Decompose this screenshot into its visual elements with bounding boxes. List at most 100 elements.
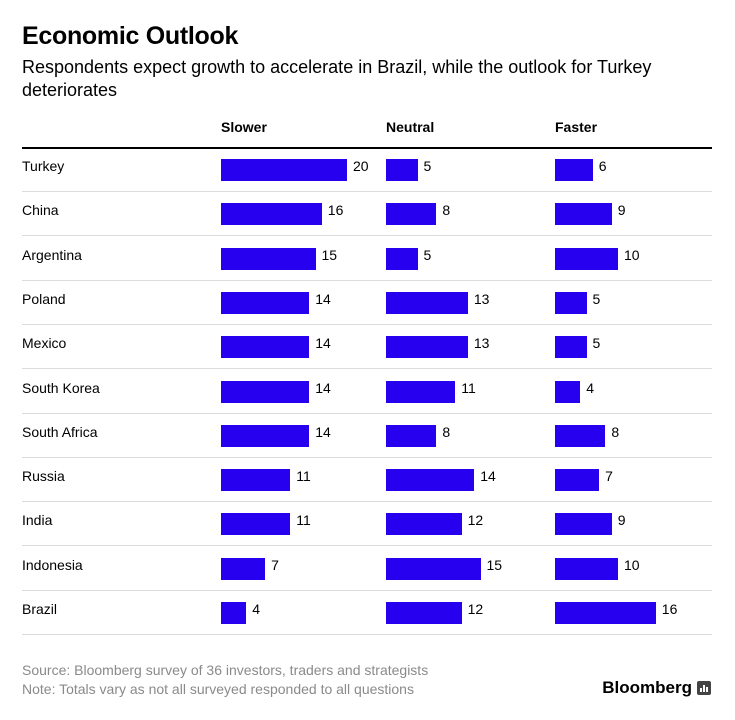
data-label: 8: [611, 423, 620, 440]
table-row: Poland 14 13 5: [22, 281, 712, 325]
data-label: 5: [423, 246, 432, 263]
bar-faster: [555, 602, 656, 624]
bar-faster: [555, 291, 587, 314]
bar-neutral: [386, 557, 481, 580]
category-label: Poland: [22, 290, 66, 307]
bar-faster: [555, 247, 618, 270]
table-row: China 16 8 9: [22, 192, 712, 237]
bar-faster: [555, 513, 612, 536]
table-row: Turkey 20 5 6: [22, 148, 712, 192]
data-label: 6: [598, 158, 607, 174]
data-label: 4: [586, 379, 594, 396]
data-label: 4: [252, 601, 260, 617]
bar-faster: [555, 557, 618, 580]
data-label: 5: [592, 335, 601, 352]
data-label: 5: [592, 290, 601, 307]
data-label: 10: [624, 246, 640, 263]
bar-neutral: [386, 291, 468, 314]
category-label: South Korea: [22, 379, 100, 396]
bar-slower: [221, 513, 291, 536]
bar-slower: [221, 469, 291, 492]
data-label: 12: [467, 512, 484, 529]
category-label: Brazil: [22, 601, 58, 617]
data-label: 9: [617, 202, 626, 219]
table-row: Argentina 15 5 10: [22, 237, 712, 281]
data-label: 13: [473, 290, 490, 307]
bar-neutral: [386, 380, 456, 403]
chart-subtitle: Respondents expect growth to accelerate …: [22, 57, 652, 100]
category-label: Mexico: [22, 335, 67, 352]
data-label: 16: [327, 202, 344, 219]
bar-neutral: [386, 336, 468, 359]
data-label: 14: [315, 290, 331, 307]
data-label: 14: [315, 423, 331, 440]
data-label: 8: [442, 423, 451, 440]
data-label: 13: [473, 335, 490, 352]
category-label: South Africa: [22, 423, 98, 440]
header-divider: [22, 147, 712, 149]
column-header-faster: Faster: [555, 119, 598, 135]
data-label: 11: [461, 379, 476, 396]
data-label: 15: [321, 246, 338, 263]
bar-neutral: [386, 424, 437, 447]
column-header-neutral: Neutral: [386, 119, 435, 135]
bar-slower: [221, 380, 310, 403]
bar-faster: [555, 469, 600, 492]
brand-name: Bloomberg: [602, 678, 692, 697]
bar-neutral: [386, 469, 475, 492]
bar-faster: [555, 336, 587, 359]
bar-chart-icon: [697, 681, 711, 695]
data-label: 8: [442, 202, 451, 219]
data-label: 14: [480, 468, 496, 485]
data-label: 12: [467, 601, 484, 617]
category-label: Turkey: [22, 158, 65, 174]
source-note: Source: Bloomberg survey of 36 investors…: [22, 662, 429, 678]
bar-faster: [555, 159, 593, 181]
bar-faster: [555, 380, 581, 403]
bar-slower: [221, 336, 310, 359]
bar-slower: [221, 602, 247, 624]
data-label: 5: [423, 158, 432, 174]
column-header-slower: Slower: [221, 119, 267, 135]
bar-slower: [221, 159, 347, 181]
bar-slower: [221, 291, 310, 314]
category-label: China: [22, 202, 59, 219]
data-label: 7: [271, 556, 279, 573]
data-label: 10: [624, 556, 640, 573]
category-label: Argentina: [22, 246, 82, 263]
footnotes: Source: Bloomberg survey of 36 investors…: [22, 661, 428, 699]
table-row: Brazil 4 12 16: [22, 591, 712, 635]
brand-logo: Bloomberg: [602, 678, 711, 698]
data-label: 14: [315, 335, 331, 352]
table-row: South Korea 14 11 4: [22, 370, 712, 414]
data-label: 15: [486, 556, 503, 573]
bar-neutral: [386, 602, 462, 624]
bar-neutral: [386, 159, 418, 181]
data-label: 9: [617, 512, 626, 529]
bar-faster: [555, 203, 612, 226]
chart-title: Economic Outlook: [22, 22, 239, 50]
data-label: 16: [661, 601, 678, 617]
bar-slower: [221, 557, 266, 580]
data-label: 20: [353, 158, 369, 174]
category-label: Russia: [22, 468, 65, 485]
data-label: 14: [315, 379, 331, 396]
table-row: South Africa 14 8 8: [22, 414, 712, 458]
table-row: Russia 11 14 7: [22, 458, 712, 503]
data-label: 11: [296, 512, 311, 529]
bar-slower: [221, 424, 310, 447]
bar-slower: [221, 203, 322, 226]
table-row: Indonesia 7 15 10: [22, 547, 712, 591]
bar-neutral: [386, 247, 418, 270]
category-label: India: [22, 512, 53, 529]
table-row: India 11 12 9: [22, 502, 712, 547]
bar-neutral: [386, 203, 437, 226]
data-label: 7: [605, 468, 613, 485]
bar-slower: [221, 247, 316, 270]
totals-note: Note: Totals vary as not all surveyed re…: [22, 681, 414, 697]
bar-faster: [555, 424, 606, 447]
table-row: Mexico 14 13 5: [22, 325, 712, 370]
category-label: Indonesia: [22, 556, 83, 573]
data-label: 11: [296, 468, 311, 485]
bar-neutral: [386, 513, 462, 536]
